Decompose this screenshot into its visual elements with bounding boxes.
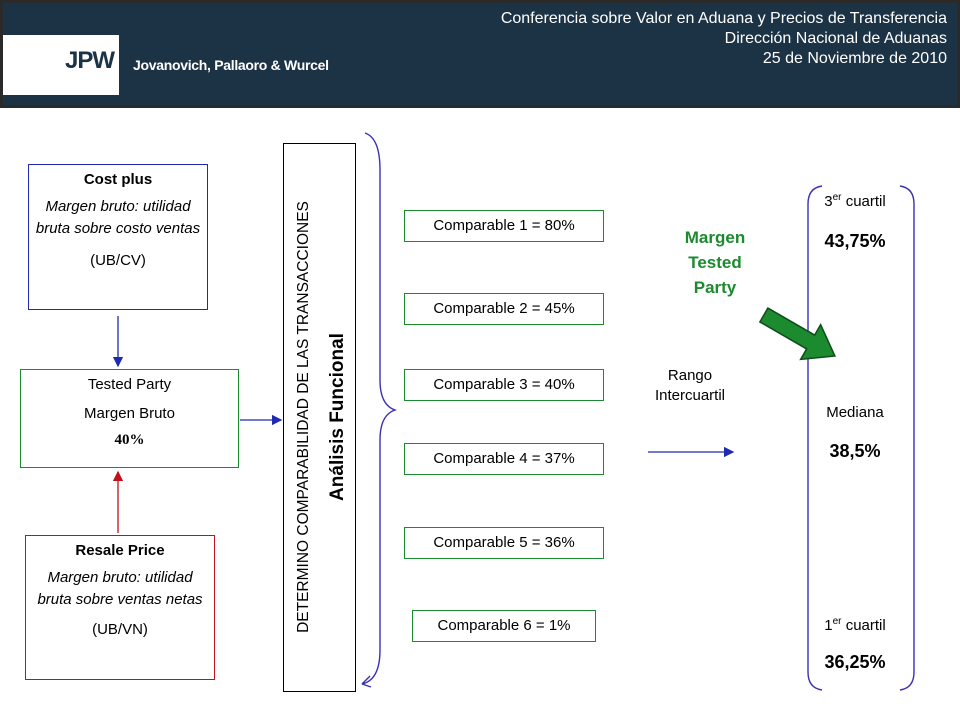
tested-party-title: Tested Party [87,376,172,393]
q1-word: cuartil [841,617,886,634]
comparabilidad-text: DETERMINO COMPARABILIDAD DE LAS TRANSACC… [295,201,312,633]
comparabilidad-box [283,143,356,692]
resale-price-desc: Margen bruto: utilidad bruta sobre venta… [37,569,203,608]
date: 25 de Noviembre de 2010 [762,50,947,67]
q1-sup: er [832,616,842,627]
comparable-5: Comparable 5 = 36% [404,527,604,559]
cost-plus-title: Cost plus [83,171,153,188]
rango-intercuartil-label: Rango Intercuartil [630,366,750,406]
header-titles: Conferencia sobre Valor en Aduana y Prec… [501,9,947,69]
comparable-6: Comparable 6 = 1% [412,610,596,642]
median-value: 38,5% [829,441,881,461]
cost-plus-desc: Margen bruto: utilidad bruta sobre costo… [35,198,201,237]
party-line: Party [693,278,737,297]
resale-price-formula: (UB/VN) [92,621,148,638]
q3-word: cuartil [841,193,886,210]
margen-tested-party-label: Margen Tested Party [660,225,770,300]
comparable-1: Comparable 1 = 80% [404,210,604,242]
resale-price-title: Resale Price [75,542,165,559]
analisis-funcional-text: Análisis Funcional [327,333,348,501]
median-label: Mediana [826,404,884,421]
logo-name-bar: Jovanovich, Pallaoro & Wurcel [119,35,333,95]
header-banner: JPW Jovanovich, Pallaoro & Wurcel Confer… [0,0,960,108]
tested-party-value: 40% [114,432,145,448]
q1-label: 1er cuartil [800,616,910,634]
resale-price-box: Resale Price Margen bruto: utilidad brut… [25,535,215,680]
conference-title: Conferencia sobre Valor en Aduana y Prec… [500,10,947,27]
tested-party-subtitle: Margen Bruto [84,405,175,422]
q3-num: 3 [824,193,833,210]
green-arrow-icon [758,307,837,361]
margen-line: Margen [684,228,746,247]
cost-plus-formula: (UB/CV) [90,252,146,269]
organization: Dirección Nacional de Aduanas [724,30,947,47]
tested-party-box: Tested Party Margen Bruto 40% [20,369,239,468]
cost-plus-box: Cost plus Margen bruto: utilidad bruta s… [28,164,208,310]
rango-line: Rango [667,367,713,384]
comparable-2: Comparable 2 = 45% [404,293,604,325]
comparables-brace [361,132,398,685]
q3-label: 3er cuartil [800,192,910,210]
intercuartil-line: Intercuartil [654,387,726,404]
logo-mark: JPW [65,47,115,74]
comparable-4: Comparable 4 = 37% [404,443,604,475]
q3-sup: er [832,192,842,203]
logo: JPW Jovanovich, Pallaoro & Wurcel [3,35,333,95]
quartile-right-bracket [899,185,915,691]
q1-value: 36,25% [824,652,886,672]
logo-name: Jovanovich, Pallaoro & Wurcel [133,57,329,73]
quartile-left-bracket [807,185,823,691]
tested-line: Tested [688,253,742,272]
q3-value: 43,75% [824,231,886,251]
brace-arrow-tip [361,675,372,688]
comparable-3: Comparable 3 = 40% [404,369,604,401]
q1-num: 1 [824,617,833,634]
